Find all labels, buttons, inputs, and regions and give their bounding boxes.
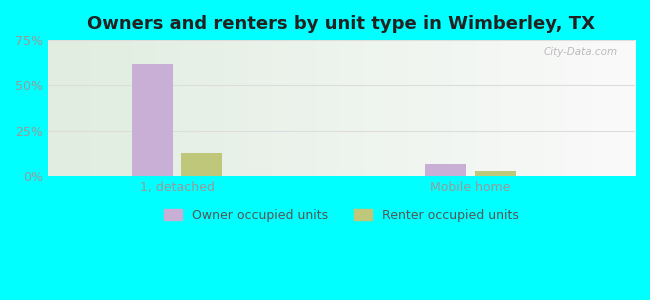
Bar	[181, 153, 222, 176]
Bar	[425, 164, 467, 176]
Bar	[132, 64, 173, 176]
Bar	[474, 171, 516, 176]
Legend: Owner occupied units, Renter occupied units: Owner occupied units, Renter occupied un…	[159, 204, 524, 227]
Text: City-Data.com: City-Data.com	[543, 47, 618, 57]
Title: Owners and renters by unit type in Wimberley, TX: Owners and renters by unit type in Wimbe…	[88, 15, 595, 33]
